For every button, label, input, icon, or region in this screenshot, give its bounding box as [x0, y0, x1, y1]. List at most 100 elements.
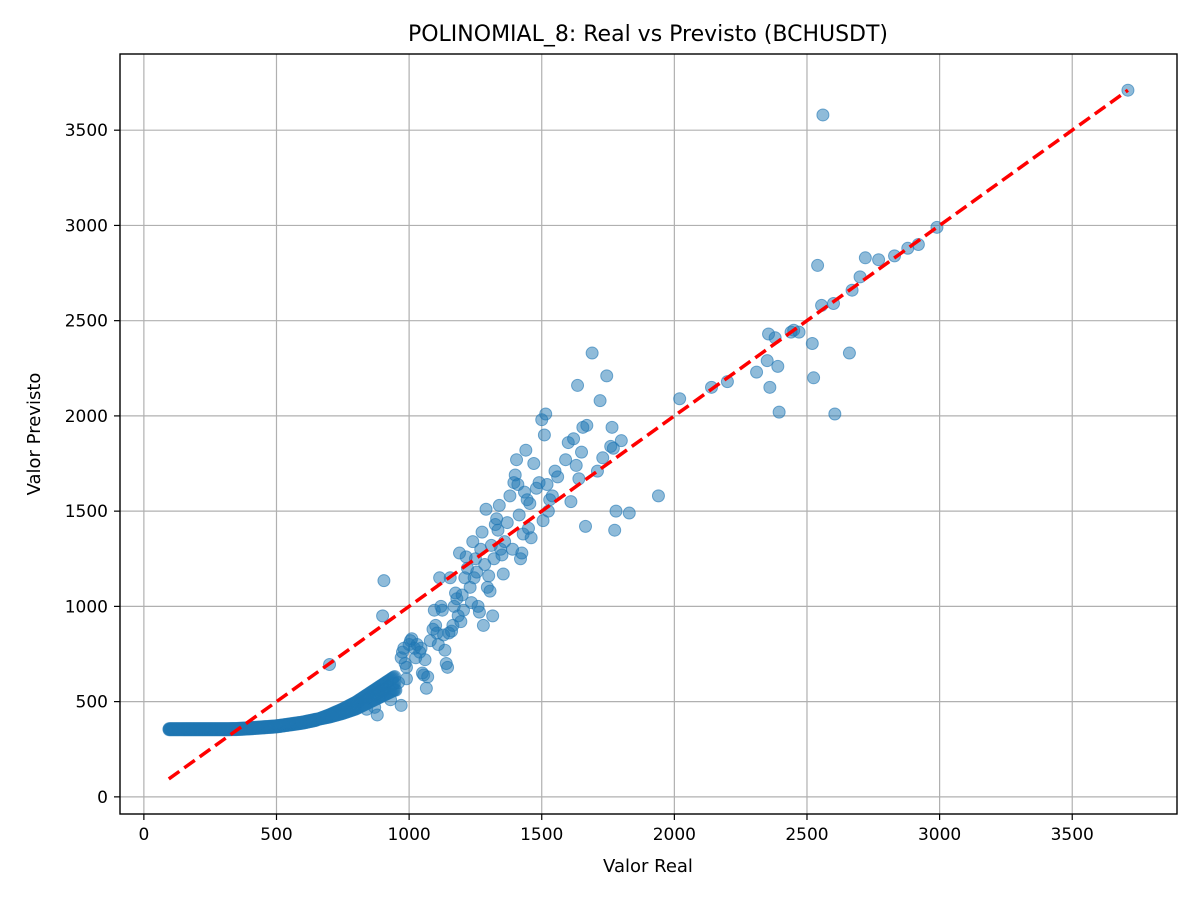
data-point — [828, 407, 842, 421]
data-point — [478, 557, 492, 571]
y-tick-label: 0 — [97, 788, 108, 808]
data-point — [750, 365, 764, 379]
data-point — [763, 380, 777, 394]
data-point — [524, 531, 538, 545]
data-point — [614, 434, 628, 448]
chart-title: POLINOMIAL_8: Real vs Previsto (BCHUSDT) — [408, 22, 888, 47]
data-point — [559, 453, 573, 467]
data-point — [539, 407, 553, 421]
data-point — [455, 588, 469, 602]
data-point — [435, 603, 449, 617]
data-point — [472, 605, 486, 619]
data-point — [491, 523, 505, 537]
data-point — [772, 405, 786, 419]
data-point — [608, 523, 622, 537]
data-point — [537, 428, 551, 442]
data-point — [399, 660, 413, 674]
x-tick-label: 0 — [138, 825, 149, 845]
data-point — [360, 702, 374, 716]
data-point — [579, 519, 593, 533]
data-point — [606, 441, 620, 455]
data-point — [470, 565, 484, 579]
data-point — [377, 574, 391, 588]
data-point — [842, 346, 856, 360]
grid — [120, 54, 1177, 814]
x-tick-label: 3000 — [918, 825, 961, 845]
data-point — [596, 451, 610, 465]
data-point — [816, 108, 830, 122]
data-point — [605, 420, 619, 434]
data-point — [545, 489, 559, 503]
data-point — [564, 495, 578, 509]
data-point — [466, 535, 480, 549]
data-point — [585, 346, 599, 360]
data-point — [523, 497, 537, 511]
x-tick-label: 3500 — [1051, 825, 1094, 845]
data-point — [441, 660, 455, 674]
data-point — [479, 502, 493, 516]
data-point — [418, 653, 432, 667]
data-point — [673, 392, 687, 406]
data-point — [519, 443, 533, 457]
data-point — [609, 504, 623, 518]
data-point — [414, 641, 428, 655]
data-point — [771, 359, 785, 373]
data-points — [162, 83, 1135, 737]
data-point — [510, 453, 524, 467]
data-point — [540, 477, 554, 491]
x-tick-label: 2000 — [653, 825, 696, 845]
reference-line — [167, 88, 1129, 781]
y-axis-label: Valor Previsto — [24, 373, 45, 496]
data-point — [580, 418, 594, 432]
data-point — [872, 253, 886, 267]
y-tick-label: 3000 — [65, 216, 108, 236]
data-point — [503, 489, 517, 503]
data-point — [421, 670, 435, 684]
data-point — [567, 432, 581, 446]
data-point — [651, 489, 665, 503]
data-point — [551, 470, 565, 484]
data-point — [575, 445, 589, 459]
y-tick-label: 2500 — [65, 312, 108, 332]
data-point — [858, 251, 872, 265]
plot-area-frame — [119, 53, 1178, 815]
y-tick-label: 3500 — [65, 121, 108, 141]
data-point — [475, 525, 489, 539]
x-axis-label: Valor Real — [603, 856, 693, 877]
data-point — [512, 508, 526, 522]
data-point — [515, 546, 529, 560]
data-point — [492, 498, 506, 512]
data-point — [438, 643, 452, 657]
data-point — [500, 516, 514, 530]
data-point — [399, 672, 413, 686]
data-point — [454, 615, 468, 629]
data-point — [419, 681, 433, 695]
data-point — [600, 369, 614, 383]
data-point — [571, 378, 585, 392]
data-point — [805, 337, 819, 351]
data-point — [760, 354, 774, 368]
data-point — [486, 609, 500, 623]
data-point — [456, 603, 470, 617]
y-tick-label: 2000 — [65, 407, 108, 427]
data-point — [569, 458, 583, 472]
data-point — [593, 394, 607, 408]
y-tick-label: 1000 — [65, 597, 108, 617]
data-point — [482, 569, 496, 583]
reference-line-layer — [167, 88, 1129, 781]
data-point — [376, 609, 390, 623]
x-tick-label: 1500 — [520, 825, 563, 845]
y-tick-label: 500 — [76, 693, 108, 713]
y-tick-label: 1500 — [65, 502, 108, 522]
data-point — [370, 708, 384, 722]
data-point — [527, 457, 541, 471]
data-point — [476, 618, 490, 632]
data-point — [496, 567, 510, 581]
data-point — [483, 584, 497, 598]
data-point — [394, 698, 408, 712]
axis-ticks: 0 500 1000 1500 2000 2500 3000 3500 0 500 1000 1500… — [65, 121, 1094, 845]
data-point — [811, 258, 825, 272]
data-point — [622, 506, 636, 520]
data-point — [1121, 83, 1135, 97]
